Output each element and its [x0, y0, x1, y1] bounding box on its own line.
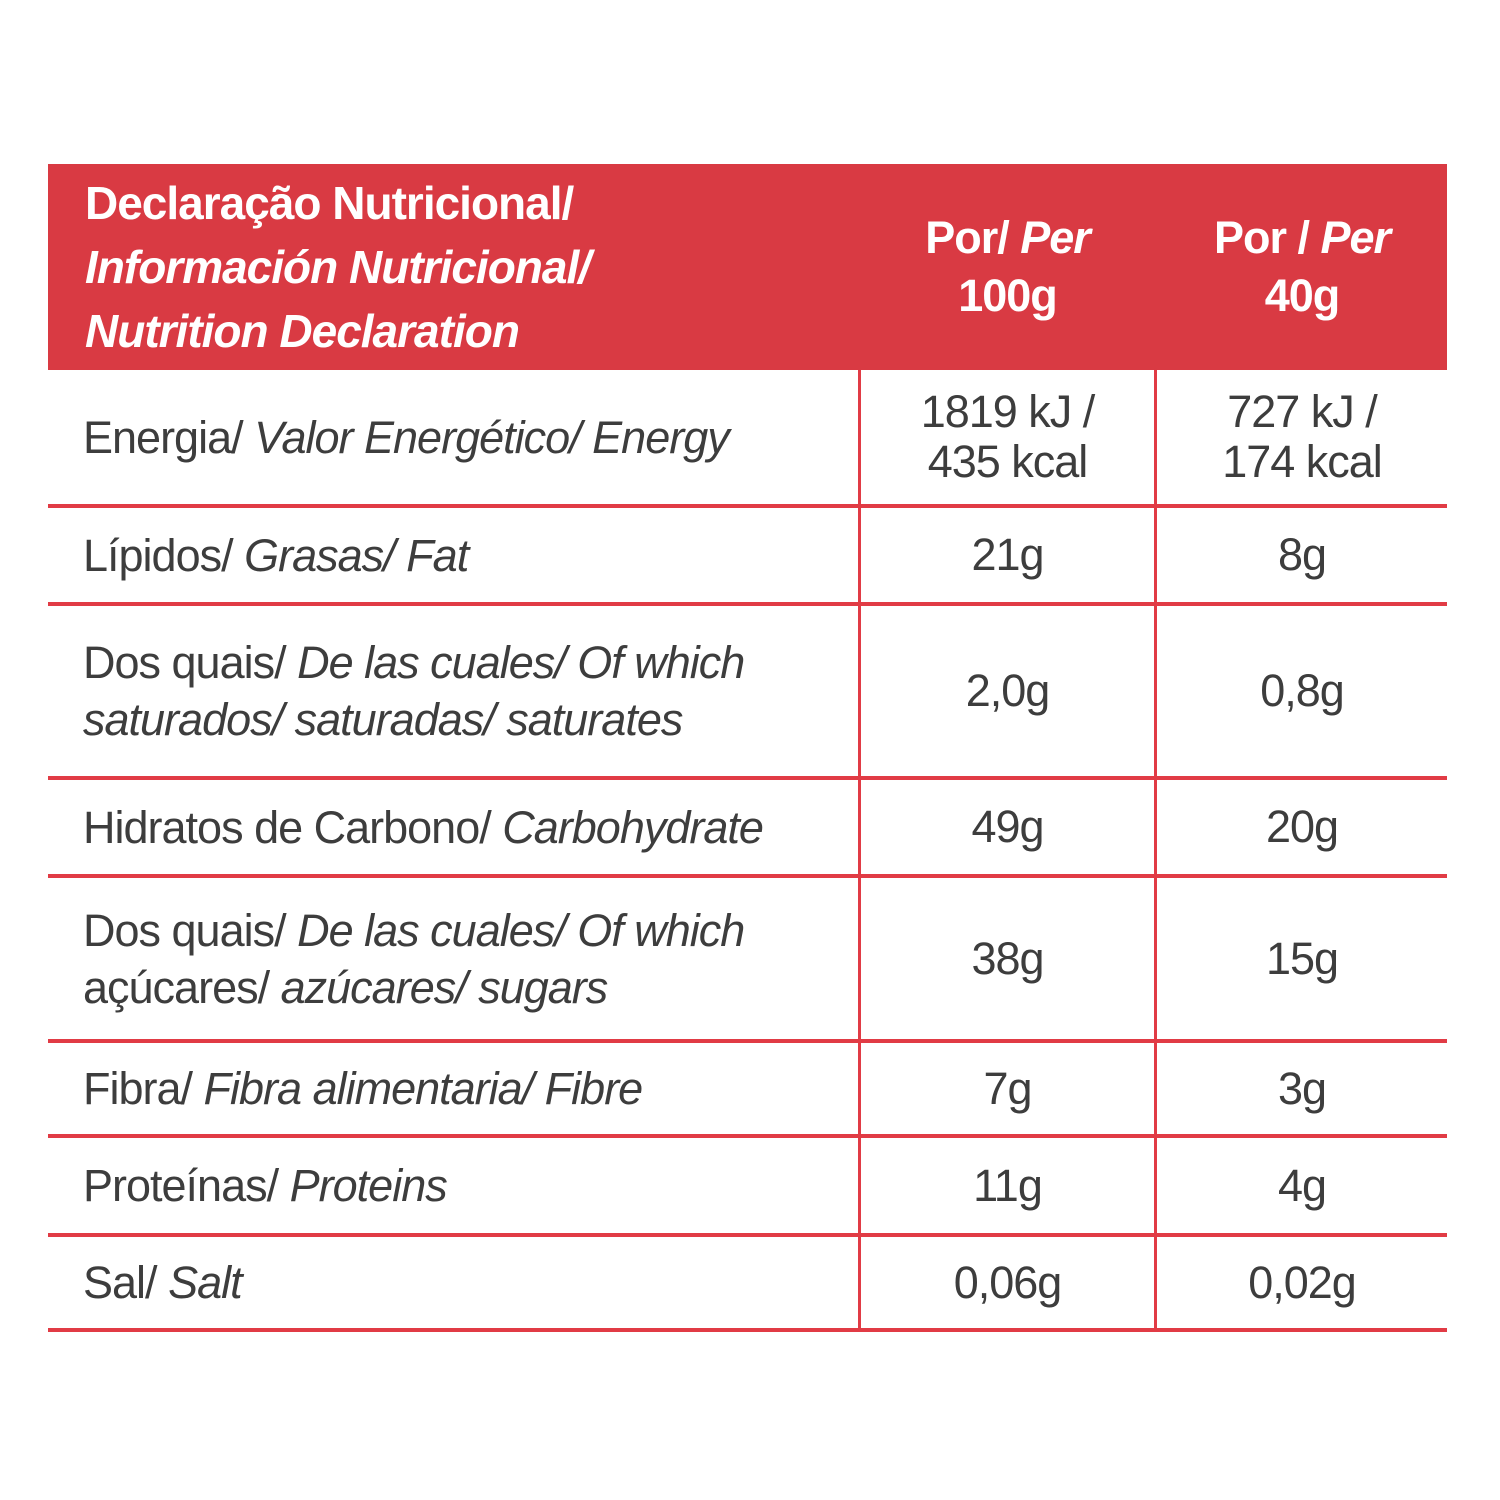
- sugars-label-pt: Dos quais/: [83, 904, 287, 956]
- protein-label-line: Proteínas/ Proteins: [83, 1157, 850, 1214]
- table-title: Declaração Nutricional/ Información Nutr…: [48, 171, 858, 363]
- per-40g-per: Per: [1320, 212, 1391, 263]
- nutrition-table: Declaração Nutricional/ Información Nutr…: [48, 164, 1447, 1332]
- fat-value-per-100g: 21g: [858, 508, 1157, 602]
- row-saturates: Dos quais/ De las cuales/ Of which satur…: [48, 606, 1447, 780]
- salt-label-intl: Salt: [168, 1257, 243, 1308]
- carbohydrate-label-pt: Hidratos de Carbono/: [83, 801, 492, 853]
- saturates-label-intl: De las cuales/ Of which: [297, 637, 745, 688]
- protein-label-pt: Proteínas/: [83, 1160, 279, 1211]
- row-protein: Proteínas/ Proteins 11g 4g: [48, 1138, 1447, 1237]
- salt-40g: 0,02g: [1248, 1256, 1357, 1308]
- fat-100g: 21g: [971, 529, 1044, 580]
- protein-label: Proteínas/ Proteins: [48, 1138, 858, 1233]
- row-fat: Lípidos/ Grasas/ Fat 21g 8g: [48, 508, 1447, 606]
- sugars-label2-pt: açúcares/: [83, 961, 270, 1013]
- per-40g-amount: 40g: [1264, 270, 1341, 321]
- row-energy: Energia/ Valor Energético/ Energy 1819 k…: [48, 370, 1447, 508]
- energy-kj-40g: 727 kJ /: [1227, 386, 1378, 437]
- carbohydrate-label-line: Hidratos de Carbono/ Carbohydrate: [83, 799, 850, 856]
- sugars-label-line1: Dos quais/ De las cuales/ Of which: [83, 902, 850, 959]
- column-header-per-40g: Por / Per 40g: [1157, 209, 1447, 325]
- sugars-label: Dos quais/ De las cuales/ Of which açúca…: [48, 878, 858, 1039]
- saturates-40g: 0,8g: [1260, 665, 1345, 716]
- fat-label-line: Lípidos/ Grasas/ Fat: [83, 527, 850, 584]
- title-line-en: Nutrition Declaration: [85, 305, 520, 357]
- fibre-label-pt: Fibra/: [83, 1063, 193, 1114]
- row-salt: Sal/ Salt 0,06g 0,02g: [48, 1237, 1447, 1332]
- protein-label-intl: Proteins: [289, 1160, 448, 1211]
- sugars-100g: 38g: [971, 932, 1044, 984]
- salt-label-pt: Sal/: [83, 1257, 158, 1308]
- per-100g-por: Por/: [925, 212, 1010, 263]
- fat-label: Lípidos/ Grasas/ Fat: [48, 508, 858, 602]
- saturates-label: Dos quais/ De las cuales/ Of which satur…: [48, 606, 858, 776]
- energy-value-per-100g: 1819 kJ / 435 kcal: [858, 370, 1157, 504]
- per-40g-por: Por /: [1213, 212, 1310, 263]
- fibre-value-per-100g: 7g: [858, 1043, 1157, 1134]
- carbohydrate-label-intl: Carbohydrate: [502, 801, 764, 853]
- fibre-label-intl: Fibra alimentaria/ Fibre: [203, 1063, 644, 1114]
- sugars-value-per-40g: 15g: [1157, 878, 1447, 1039]
- title-line-es: Información Nutricional/: [85, 241, 591, 293]
- salt-value-per-40g: 0,02g: [1157, 1237, 1447, 1328]
- protein-value-per-100g: 11g: [858, 1138, 1157, 1233]
- salt-label: Sal/ Salt: [48, 1237, 858, 1328]
- fat-40g: 8g: [1277, 529, 1327, 580]
- salt-100g: 0,06g: [953, 1256, 1063, 1308]
- saturates-label-line2: saturados/ saturadas/ saturates: [83, 691, 850, 748]
- energy-kcal-100g: 435 kcal: [927, 436, 1089, 487]
- saturates-label-pt: Dos quais/: [83, 637, 287, 688]
- energy-label-intl: Valor Energético/ Energy: [254, 411, 730, 463]
- energy-label-pt: Energia/: [83, 411, 244, 463]
- energy-kj-100g: 1819 kJ /: [920, 386, 1096, 437]
- column-header-per-100g: Por/ Per 100g: [858, 209, 1157, 325]
- salt-label-line: Sal/ Salt: [83, 1254, 850, 1311]
- per-100g-per: Per: [1020, 212, 1091, 263]
- fibre-label: Fibra/ Fibra alimentaria/ Fibre: [48, 1043, 858, 1134]
- fibre-40g: 3g: [1277, 1062, 1327, 1114]
- fibre-value-per-40g: 3g: [1157, 1043, 1447, 1134]
- sugars-value-per-100g: 38g: [858, 878, 1157, 1039]
- per-40g-words: Por / Per: [1157, 209, 1447, 267]
- carbohydrate-value-per-100g: 49g: [858, 780, 1157, 874]
- row-fibre: Fibra/ Fibra alimentaria/ Fibre 7g 3g: [48, 1043, 1447, 1138]
- saturates-label2-intl: saturados/ saturadas/ saturates: [83, 694, 683, 745]
- fat-label-pt: Lípidos/: [83, 529, 234, 581]
- row-carbohydrate: Hidratos de Carbono/ Carbohydrate 49g 20…: [48, 780, 1447, 878]
- fibre-100g: 7g: [983, 1062, 1032, 1114]
- energy-kcal-40g: 174 kcal: [1222, 436, 1383, 487]
- saturates-value-per-40g: 0,8g: [1157, 606, 1447, 776]
- per-100g-words: Por/ Per: [858, 209, 1157, 267]
- energy-label-line: Energia/ Valor Energético/ Energy: [83, 409, 850, 466]
- title-line-pt: Declaração Nutricional/: [85, 177, 574, 229]
- sugars-label-intl: De las cuales/ Of which: [297, 904, 745, 956]
- saturates-label-line1: Dos quais/ De las cuales/ Of which: [83, 634, 850, 691]
- table-header: Declaração Nutricional/ Información Nutr…: [48, 164, 1447, 370]
- energy-label: Energia/ Valor Energético/ Energy: [48, 370, 858, 504]
- per-100g-amount: 100g: [958, 270, 1058, 321]
- fat-value-per-40g: 8g: [1157, 508, 1447, 602]
- row-sugars: Dos quais/ De las cuales/ Of which açúca…: [48, 878, 1447, 1043]
- carbohydrate-100g: 49g: [971, 801, 1044, 852]
- saturates-100g: 2,0g: [965, 665, 1051, 716]
- carbohydrate-label: Hidratos de Carbono/ Carbohydrate: [48, 780, 858, 874]
- protein-40g: 4g: [1277, 1159, 1327, 1211]
- fat-label-intl: Grasas/ Fat: [244, 529, 469, 581]
- energy-value-per-40g: 727 kJ / 174 kcal: [1157, 370, 1447, 504]
- carbohydrate-40g: 20g: [1265, 801, 1339, 852]
- carbohydrate-value-per-40g: 20g: [1157, 780, 1447, 874]
- protein-100g: 11g: [973, 1159, 1043, 1211]
- protein-value-per-40g: 4g: [1157, 1138, 1447, 1233]
- sugars-label-line2: açúcares/ azúcares/ sugars: [83, 959, 850, 1016]
- salt-value-per-100g: 0,06g: [858, 1237, 1157, 1328]
- sugars-40g: 15g: [1265, 932, 1339, 984]
- saturates-value-per-100g: 2,0g: [858, 606, 1157, 776]
- sugars-label2-intl: azúcares/ sugars: [280, 961, 609, 1013]
- fibre-label-line: Fibra/ Fibra alimentaria/ Fibre: [83, 1060, 850, 1117]
